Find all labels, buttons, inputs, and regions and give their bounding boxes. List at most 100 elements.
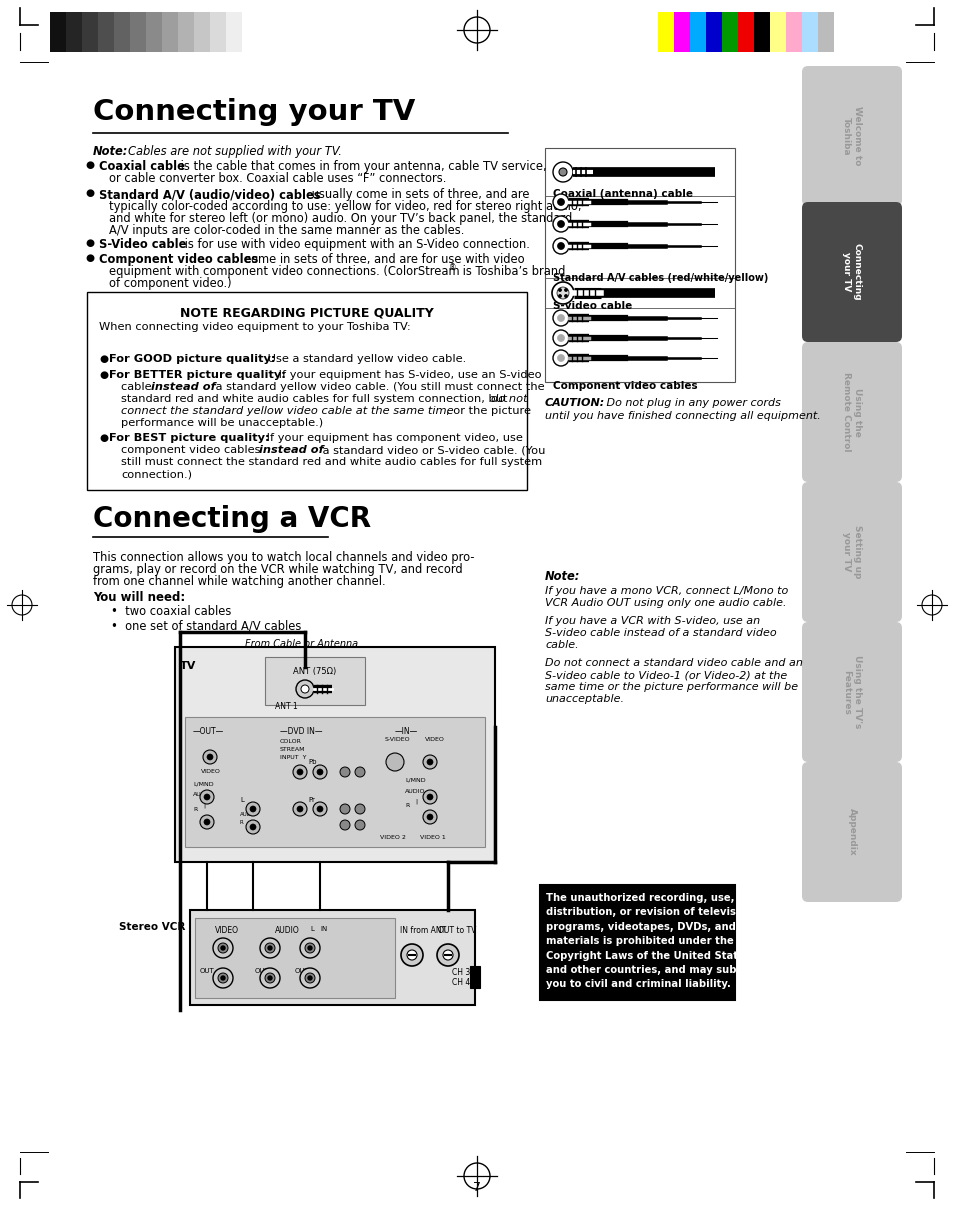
Circle shape <box>558 288 560 291</box>
Text: ●: ● <box>85 160 94 170</box>
Text: S-VIDEO: S-VIDEO <box>385 737 410 742</box>
Circle shape <box>339 820 350 830</box>
Text: —IN—: —IN— <box>395 727 417 736</box>
Text: Standard A/V cables (red/white/yellow): Standard A/V cables (red/white/yellow) <box>553 273 767 283</box>
Text: Welcome to
Toshiba: Welcome to Toshiba <box>841 106 861 165</box>
Bar <box>146 12 162 52</box>
Text: and white for stereo left (or mono) audio. On your TV’s back panel, the standard: and white for stereo left (or mono) audi… <box>109 212 572 226</box>
Text: S-video cable to Video-1 (or Video-2) at the: S-video cable to Video-1 (or Video-2) at… <box>544 671 786 680</box>
Circle shape <box>558 168 566 176</box>
Text: •  two coaxial cables: • two coaxial cables <box>111 605 232 617</box>
Text: VIDEO 1: VIDEO 1 <box>419 835 445 841</box>
Bar <box>82 12 98 52</box>
Text: 7: 7 <box>473 1182 480 1194</box>
Text: or cable converter box. Coaxial cable uses “F” connectors.: or cable converter box. Coaxial cable us… <box>109 172 446 185</box>
Text: connection.): connection.) <box>121 469 192 479</box>
Bar <box>87 292 526 490</box>
FancyBboxPatch shape <box>801 343 901 482</box>
FancyBboxPatch shape <box>801 622 901 762</box>
Circle shape <box>553 310 568 326</box>
Text: ●: ● <box>99 370 108 380</box>
Bar <box>544 148 734 382</box>
Circle shape <box>355 767 365 777</box>
Text: A/V inputs are color-coded in the same manner as the cables.: A/V inputs are color-coded in the same m… <box>109 224 464 238</box>
Text: If your equipment has component video, use: If your equipment has component video, u… <box>263 433 522 443</box>
Text: OUT: OUT <box>254 968 270 974</box>
Text: Coaxial (antenna) cable: Coaxial (antenna) cable <box>553 189 692 199</box>
Text: Pr: Pr <box>308 797 314 803</box>
Circle shape <box>293 765 307 779</box>
Text: CAUTION:: CAUTION: <box>544 398 604 408</box>
Circle shape <box>250 824 255 830</box>
Bar <box>689 12 705 52</box>
Text: VIDEO 2: VIDEO 2 <box>379 835 405 841</box>
FancyBboxPatch shape <box>801 201 901 343</box>
Text: ®: ® <box>449 263 456 273</box>
Circle shape <box>246 820 260 835</box>
Bar <box>194 918 395 999</box>
Text: VIDEO: VIDEO <box>201 769 221 774</box>
Circle shape <box>203 750 216 763</box>
Text: TV: TV <box>180 661 196 671</box>
Bar <box>178 12 193 52</box>
Circle shape <box>265 973 274 983</box>
Text: —OUT—: —OUT— <box>193 727 224 736</box>
Circle shape <box>308 946 312 950</box>
Text: equipment with component video connections. (ColorStream: equipment with component video connectio… <box>109 265 459 279</box>
Circle shape <box>296 769 303 775</box>
Circle shape <box>299 968 319 988</box>
Text: is for use with video equipment with an S-Video connection.: is for use with video equipment with an … <box>181 238 529 251</box>
Text: until you have finished connecting all equipment.: until you have finished connecting all e… <box>544 411 820 421</box>
Circle shape <box>557 242 564 250</box>
Bar <box>174 646 495 862</box>
Text: OUT: OUT <box>294 968 310 974</box>
Circle shape <box>557 315 564 322</box>
Circle shape <box>557 221 564 228</box>
Text: of component video.): of component video.) <box>109 277 232 289</box>
Circle shape <box>557 199 564 205</box>
Bar <box>190 911 475 1005</box>
Bar <box>470 966 479 988</box>
Text: , or the picture: , or the picture <box>446 406 531 416</box>
Circle shape <box>308 976 312 980</box>
Text: component video cables: component video cables <box>121 445 264 455</box>
Circle shape <box>557 334 564 341</box>
Circle shape <box>339 767 350 777</box>
Circle shape <box>422 755 436 769</box>
Text: Using the
Remote Control: Using the Remote Control <box>841 373 861 452</box>
Text: CH 4: CH 4 <box>452 978 470 987</box>
Text: still must connect the standard red and white audio cables for full system: still must connect the standard red and … <box>121 457 541 467</box>
Text: connect the standard yellow video cable at the same time: connect the standard yellow video cable … <box>121 406 453 416</box>
Circle shape <box>246 802 260 816</box>
Circle shape <box>442 950 453 960</box>
Text: AUDIO: AUDIO <box>240 812 257 816</box>
Text: COLOR: COLOR <box>280 739 301 744</box>
Text: ●: ● <box>85 253 94 263</box>
Text: performance will be unacceptable.): performance will be unacceptable.) <box>121 418 323 428</box>
Text: ●: ● <box>99 433 108 443</box>
Text: L/MND: L/MND <box>193 781 213 788</box>
Text: If you have a VCR with S-video, use an: If you have a VCR with S-video, use an <box>544 616 760 626</box>
Text: For BETTER picture quality:: For BETTER picture quality: <box>109 370 286 380</box>
Circle shape <box>564 288 567 291</box>
Text: Stereo VCR: Stereo VCR <box>118 923 185 932</box>
Bar <box>113 12 130 52</box>
Circle shape <box>558 294 560 297</box>
Circle shape <box>305 973 314 983</box>
Text: For GOOD picture quality:: For GOOD picture quality: <box>109 355 275 364</box>
Circle shape <box>422 790 436 804</box>
Circle shape <box>260 938 280 958</box>
Circle shape <box>250 806 255 812</box>
Text: VCR Audio OUT using only one audio cable.: VCR Audio OUT using only one audio cable… <box>544 598 785 608</box>
Text: S-video cable instead of a standard video: S-video cable instead of a standard vide… <box>544 628 776 638</box>
Text: S-Video cable: S-Video cable <box>99 238 186 251</box>
Circle shape <box>553 238 568 254</box>
Circle shape <box>268 976 272 980</box>
Circle shape <box>213 968 233 988</box>
Text: Cables are not supplied with your TV.: Cables are not supplied with your TV. <box>128 145 341 158</box>
Circle shape <box>553 194 568 210</box>
Circle shape <box>200 790 213 804</box>
Circle shape <box>293 802 307 816</box>
Text: Setting up
your TV: Setting up your TV <box>841 526 861 579</box>
Circle shape <box>295 680 314 698</box>
